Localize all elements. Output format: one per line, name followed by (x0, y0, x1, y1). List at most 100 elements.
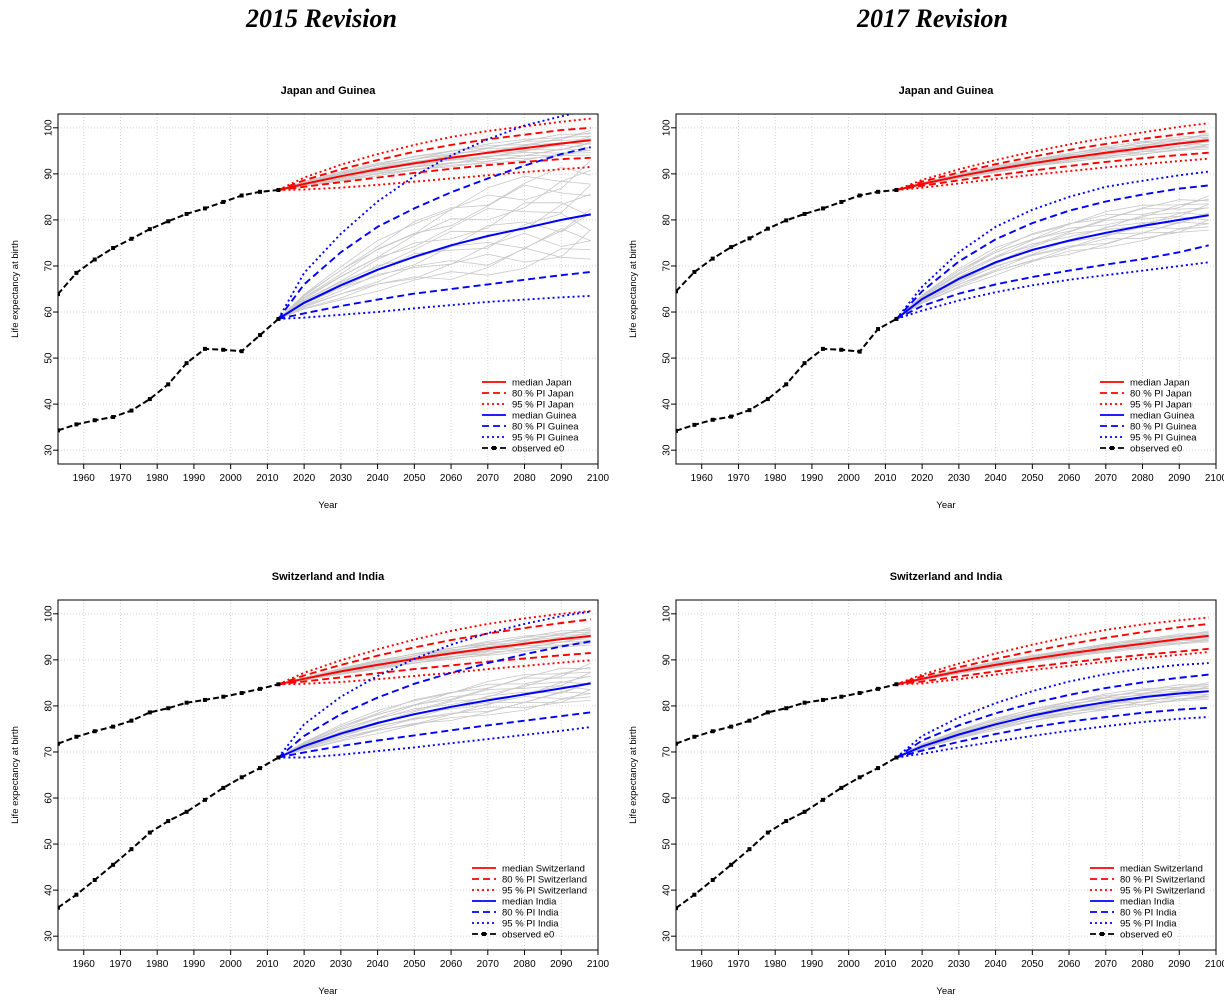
observed-e0-point (147, 830, 152, 835)
series-line-80-pi-guinea (278, 271, 591, 320)
trajectory-line (896, 686, 1209, 758)
x-tick-label: 2100 (1205, 473, 1224, 484)
x-tick-label: 2100 (1205, 959, 1224, 970)
trajectory-line (278, 248, 591, 320)
legend-label-95-pi-guinea: 95 % PI Guinea (1130, 433, 1197, 444)
x-axis-label: Year (318, 986, 337, 997)
trajectory-line (896, 226, 1209, 320)
legend-label-median-india: median India (1120, 897, 1175, 908)
plot-frame (57, 599, 599, 951)
trajectory-line (278, 138, 591, 191)
observed-e0-point (894, 755, 899, 760)
observed-e0-point (92, 878, 97, 882)
observed-e0-point (802, 211, 807, 216)
observed-e0-point (258, 686, 263, 691)
series-line-median-japan (278, 139, 591, 191)
observed-e0-point (239, 193, 244, 198)
series-line-95-pi-switzerland (278, 659, 591, 686)
y-tick-label: 100 (44, 119, 55, 136)
observed-e0-point (710, 729, 715, 734)
x-tick-label: 2050 (403, 959, 426, 970)
observed-e0-point (74, 270, 79, 275)
observed-e0-point (784, 382, 789, 387)
x-tick-label: 2010 (256, 959, 279, 970)
x-tick-label: 1990 (801, 959, 824, 970)
trajectory-line (278, 132, 591, 191)
plot-frame (675, 113, 1217, 465)
y-tick-label: 70 (44, 260, 55, 272)
observed-e0-point (221, 694, 226, 699)
y-tick-label: 50 (44, 838, 55, 850)
observed-e0-point (92, 729, 97, 734)
observed-e0-point (820, 697, 825, 702)
trajectory-line (896, 684, 1209, 758)
observed-e0-point (184, 809, 189, 814)
series-line-median-guinea (277, 213, 591, 320)
x-tick-label: 2080 (513, 959, 536, 970)
legend-label-95-pi-guinea: 95 % PI Guinea (512, 433, 579, 444)
legend-marker-observed (1110, 446, 1114, 450)
series-line-80-pi-japan (278, 126, 591, 191)
y-axis-label: Life expectancy at birth (10, 726, 21, 824)
observed-e0-line (676, 683, 897, 745)
observed-e0-point (58, 428, 60, 433)
y-tick-label: 70 (662, 746, 673, 758)
x-tick-label: 2010 (256, 473, 279, 484)
series-line-95-pi-guinea (278, 294, 591, 320)
observed-e0-point (111, 246, 116, 251)
observed-e0-point (184, 700, 189, 705)
observed-e0-point (857, 349, 862, 354)
legend-marker-observed (492, 446, 496, 450)
y-tick-label: 40 (662, 398, 673, 410)
observed-e0-point (239, 349, 244, 354)
observed-e0-point (729, 245, 734, 250)
observed-e0-point (58, 292, 60, 297)
legend-label-95-pi-switzerland: 95 % PI Switzerland (502, 886, 587, 897)
series-line-80-pi-japan (896, 151, 1209, 191)
legend-marker-observed (1100, 932, 1104, 936)
legend-label-95-pi-japan: 95 % PI Japan (512, 400, 574, 411)
plot-frame (675, 599, 1217, 951)
plot-frame (57, 113, 599, 465)
series-line-95-pi-guinea (277, 114, 576, 320)
x-tick-label: 2080 (513, 473, 536, 484)
chart-title: Switzerland and India (890, 571, 1003, 583)
observed-e0-point (820, 797, 825, 802)
observed-e0-line (676, 756, 897, 909)
trajectory-line (278, 666, 591, 758)
legend-label-median-guinea: median Guinea (512, 411, 577, 422)
trajectory-line (896, 148, 1209, 191)
observed-e0-line (58, 756, 279, 909)
observed-e0-point (258, 189, 263, 194)
x-tick-label: 1980 (146, 959, 169, 970)
observed-e0-point (239, 691, 244, 696)
observed-e0-point (184, 361, 189, 366)
observed-e0-point (729, 414, 734, 419)
observed-e0-point (839, 347, 844, 352)
observed-e0-point (676, 289, 678, 294)
y-tick-label: 40 (44, 398, 55, 410)
trajectory-line (278, 676, 591, 758)
x-tick-label: 1970 (727, 959, 750, 970)
legend-label-observed-e0: observed e0 (1120, 930, 1172, 941)
observed-e0-point (166, 706, 171, 711)
series-line-80-pi-india (278, 711, 591, 759)
observed-e0-point (747, 847, 752, 852)
observed-e0-point (692, 892, 697, 897)
series-line-median-guinea (895, 214, 1209, 320)
observed-e0-point (765, 226, 770, 231)
x-tick-label: 2070 (1095, 959, 1118, 970)
y-tick-label: 40 (44, 884, 55, 896)
x-tick-label: 1970 (109, 959, 132, 970)
series-line-95-pi-india (278, 726, 591, 759)
x-tick-label: 2080 (1131, 473, 1154, 484)
legend-label-80-pi-india: 80 % PI India (502, 908, 559, 919)
plot-area (58, 610, 591, 910)
legend-label-80-pi-switzerland: 80 % PI Switzerland (1120, 875, 1205, 886)
trajectory-line (896, 198, 1209, 320)
series-line-95-pi-switzerland (896, 651, 1209, 686)
trajectory-line (278, 700, 591, 758)
trajectory-line (896, 686, 1209, 758)
y-tick-label: 60 (44, 306, 55, 318)
